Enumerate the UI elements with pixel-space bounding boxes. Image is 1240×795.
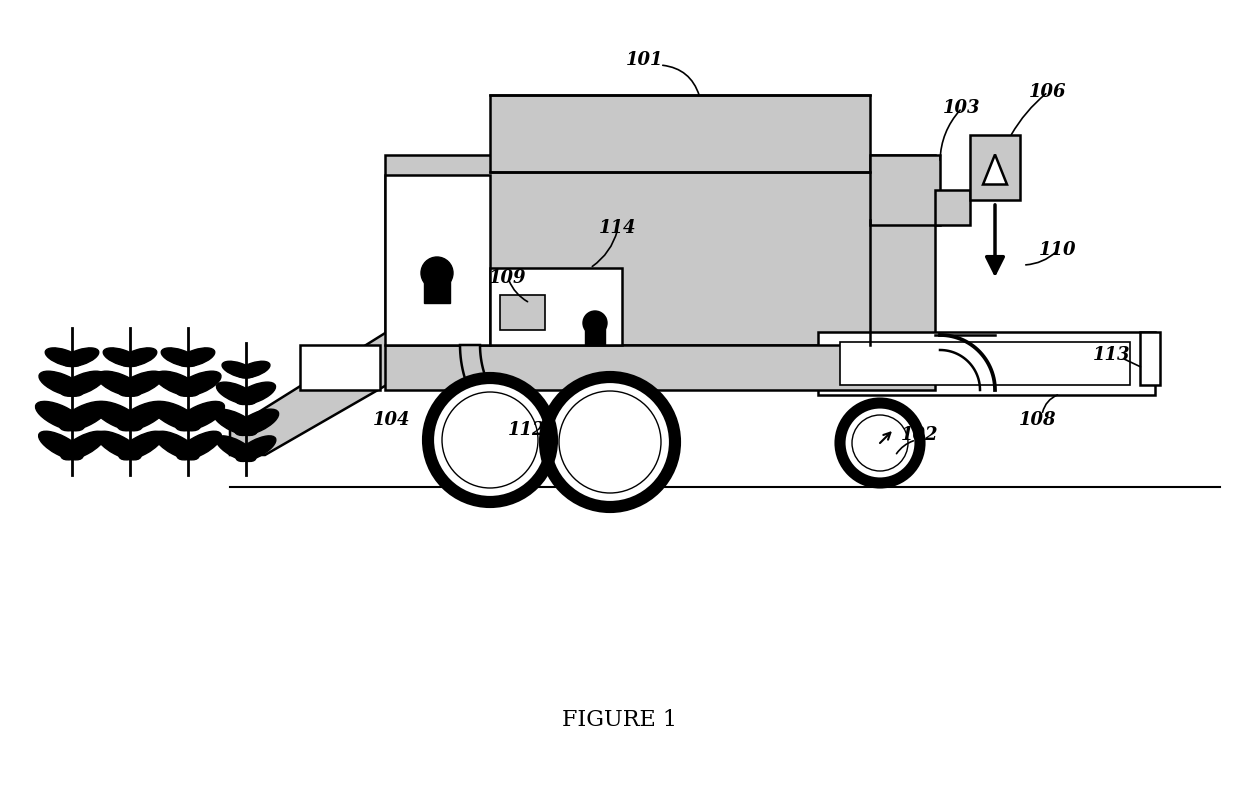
Text: 108: 108: [1019, 411, 1056, 429]
Text: FIGURE 1: FIGURE 1: [563, 709, 677, 731]
Text: 110: 110: [1039, 241, 1076, 259]
Ellipse shape: [120, 348, 156, 366]
Ellipse shape: [36, 401, 84, 431]
Circle shape: [559, 391, 661, 493]
Ellipse shape: [176, 371, 221, 396]
Text: 103: 103: [944, 99, 981, 117]
Ellipse shape: [103, 348, 140, 366]
Circle shape: [839, 403, 920, 483]
Ellipse shape: [97, 431, 141, 460]
Ellipse shape: [179, 348, 215, 366]
Polygon shape: [983, 154, 1007, 184]
Ellipse shape: [60, 401, 108, 431]
Ellipse shape: [38, 431, 83, 460]
Bar: [300, 345, 379, 390]
Ellipse shape: [177, 431, 222, 460]
Bar: [384, 175, 490, 345]
Bar: [490, 268, 622, 345]
Bar: [384, 345, 935, 390]
Bar: [818, 332, 1154, 395]
Circle shape: [422, 257, 453, 289]
Text: 112: 112: [508, 421, 546, 439]
Bar: [970, 135, 1021, 200]
Bar: [384, 155, 935, 345]
Bar: [424, 267, 450, 303]
Bar: [870, 155, 940, 225]
Ellipse shape: [161, 348, 197, 366]
Circle shape: [441, 392, 538, 488]
Ellipse shape: [38, 371, 83, 396]
Polygon shape: [229, 330, 430, 455]
Ellipse shape: [155, 371, 200, 396]
Text: 114: 114: [599, 219, 637, 237]
Ellipse shape: [236, 382, 275, 405]
Ellipse shape: [217, 382, 257, 405]
Ellipse shape: [45, 348, 82, 366]
Ellipse shape: [216, 436, 255, 461]
Text: 106: 106: [1029, 83, 1066, 101]
Text: 113: 113: [1094, 346, 1131, 364]
Bar: [490, 95, 870, 172]
Circle shape: [852, 415, 908, 471]
Ellipse shape: [119, 431, 164, 460]
Bar: [585, 317, 605, 345]
Text: 109: 109: [490, 269, 527, 287]
Bar: [935, 190, 970, 225]
Circle shape: [583, 311, 608, 335]
Bar: [839, 342, 1130, 385]
Ellipse shape: [236, 436, 275, 461]
Ellipse shape: [176, 401, 224, 431]
Ellipse shape: [237, 361, 270, 378]
Text: 102: 102: [901, 426, 939, 444]
Bar: [500, 295, 546, 330]
Text: 101: 101: [626, 51, 663, 69]
Ellipse shape: [118, 401, 166, 431]
Circle shape: [428, 378, 552, 502]
Ellipse shape: [61, 371, 105, 396]
Ellipse shape: [213, 409, 257, 436]
Ellipse shape: [118, 371, 162, 396]
Ellipse shape: [61, 431, 105, 460]
Ellipse shape: [222, 361, 254, 378]
Circle shape: [546, 377, 675, 507]
Ellipse shape: [97, 371, 141, 396]
Polygon shape: [460, 345, 632, 460]
Ellipse shape: [151, 401, 201, 431]
Text: 104: 104: [373, 411, 410, 429]
Ellipse shape: [62, 348, 99, 366]
Ellipse shape: [93, 401, 143, 431]
Bar: [1140, 332, 1159, 385]
Ellipse shape: [234, 409, 279, 436]
Ellipse shape: [155, 431, 200, 460]
